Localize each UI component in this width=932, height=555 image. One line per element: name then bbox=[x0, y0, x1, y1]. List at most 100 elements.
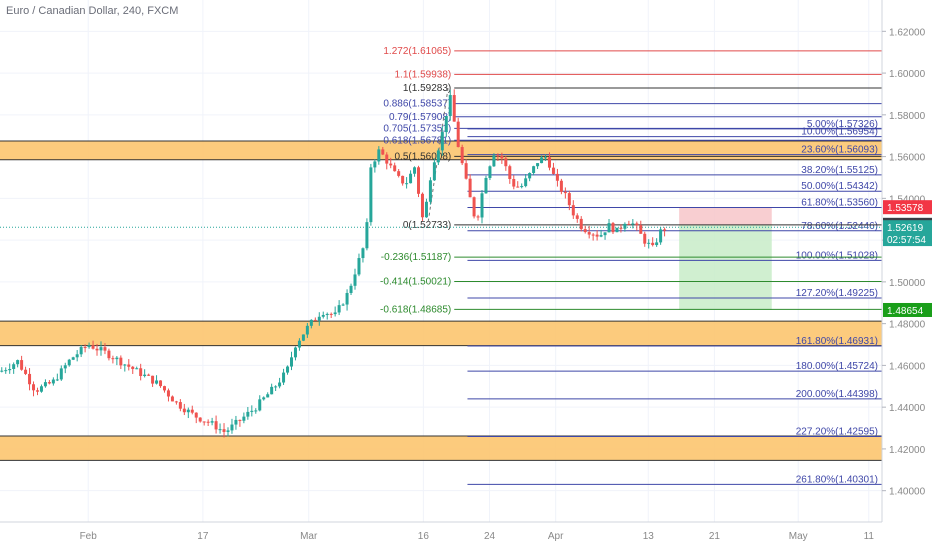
candle-body bbox=[528, 172, 532, 179]
candle-body bbox=[512, 178, 516, 187]
price-badge-label: 02:57:54 bbox=[887, 235, 926, 246]
y-tick-label: 1.46000 bbox=[889, 361, 926, 372]
x-tick-label: 21 bbox=[709, 531, 721, 542]
zone-rect bbox=[0, 435, 882, 461]
candle-body bbox=[0, 370, 4, 372]
y-tick-label: 1.48000 bbox=[889, 320, 926, 331]
candle-body bbox=[162, 386, 166, 391]
candle-body bbox=[655, 242, 659, 246]
candle-body bbox=[504, 158, 508, 167]
candle-body bbox=[476, 216, 480, 218]
candle-body bbox=[567, 193, 571, 206]
candle-body bbox=[43, 382, 47, 387]
fib2-level-label: 38.20%(1.55125) bbox=[801, 165, 878, 176]
fib2-level-label: 23.60%(1.56093) bbox=[801, 145, 878, 156]
candle-body bbox=[444, 116, 448, 133]
candle-body bbox=[603, 232, 607, 236]
candle-body bbox=[238, 419, 242, 421]
candle-body bbox=[555, 173, 559, 181]
candle-body bbox=[615, 227, 619, 233]
candle-body bbox=[631, 223, 635, 225]
candle-body bbox=[393, 165, 397, 172]
fib2-level-label: 5.00%(1.57326) bbox=[807, 119, 878, 130]
fib1-level-label: 1(1.59283) bbox=[403, 83, 451, 94]
candle-body bbox=[432, 162, 436, 181]
candle-body bbox=[262, 397, 266, 400]
candle-body bbox=[635, 223, 639, 226]
candle-body bbox=[663, 229, 667, 231]
price-badge bbox=[883, 232, 932, 247]
candle-body bbox=[103, 347, 107, 351]
candle-body bbox=[8, 369, 12, 371]
candle-body bbox=[436, 150, 440, 163]
candle-body bbox=[47, 382, 51, 384]
candle-body bbox=[293, 347, 297, 358]
candle-body bbox=[24, 369, 28, 374]
candle-body bbox=[329, 313, 333, 315]
candle-body bbox=[63, 365, 67, 369]
fib2-level-label: 161.80%(1.46931) bbox=[796, 336, 878, 347]
candle-body bbox=[55, 379, 59, 381]
price-axis-bg bbox=[882, 0, 932, 550]
y-tick-label: 1.62000 bbox=[889, 27, 926, 38]
price-badge-label: 1.53578 bbox=[887, 203, 924, 214]
candle-body bbox=[226, 430, 230, 432]
candle-body bbox=[496, 155, 500, 157]
candle-body bbox=[516, 186, 520, 188]
fib1-level-label: 0.705(1.57351) bbox=[383, 123, 451, 134]
fib1-level-label: 1.1(1.59938) bbox=[395, 69, 452, 80]
candle-body bbox=[151, 375, 155, 384]
candle-body bbox=[39, 386, 43, 392]
price-badge bbox=[883, 302, 932, 317]
fib1-level-label: 0(1.52733) bbox=[403, 220, 451, 231]
x-tick-label: 11 bbox=[864, 531, 875, 542]
candle-body bbox=[413, 167, 417, 174]
candle-body bbox=[420, 193, 424, 218]
candle-body bbox=[508, 166, 512, 179]
candle-body bbox=[575, 215, 579, 219]
price-badge bbox=[883, 200, 932, 215]
candle-body bbox=[460, 147, 464, 164]
candle-body bbox=[123, 364, 127, 366]
position-stop-zone bbox=[679, 207, 772, 225]
candle-body bbox=[643, 233, 647, 244]
candle-body bbox=[95, 348, 99, 351]
candle-body bbox=[321, 314, 325, 317]
price-badge-label: 1.48654 bbox=[887, 306, 924, 317]
candle-body bbox=[218, 429, 222, 431]
candle-body bbox=[448, 95, 452, 117]
candle-body bbox=[87, 345, 91, 348]
fib1-level-label: -0.618(1.48685) bbox=[380, 304, 451, 315]
candle-body bbox=[155, 380, 159, 384]
candle-body bbox=[266, 394, 270, 398]
candle-body bbox=[544, 157, 548, 159]
candle-body bbox=[611, 223, 615, 233]
candle-body bbox=[131, 366, 135, 370]
candle-body bbox=[520, 186, 524, 188]
candle-body bbox=[639, 225, 643, 234]
y-tick-label: 1.60000 bbox=[889, 69, 926, 80]
candle-body bbox=[234, 419, 238, 425]
candle-body bbox=[361, 248, 365, 259]
x-tick-label: Apr bbox=[548, 531, 564, 542]
candle-body bbox=[270, 386, 274, 395]
price-badge bbox=[883, 220, 932, 235]
fib2-level-label: 261.80%(1.40301) bbox=[796, 474, 878, 485]
fib1-level-label: 0.5(1.56008) bbox=[395, 151, 452, 162]
candle-body bbox=[214, 421, 218, 430]
candle-body bbox=[139, 368, 143, 377]
candle-body bbox=[325, 313, 329, 315]
candle-body bbox=[647, 242, 651, 244]
candle-body bbox=[468, 178, 472, 198]
candle-body bbox=[373, 161, 377, 168]
fib1-level-label: 0.79(1.57908) bbox=[389, 112, 451, 123]
candle-body bbox=[345, 292, 349, 305]
candle-body bbox=[317, 316, 321, 321]
candle-body bbox=[111, 358, 115, 360]
candle-body bbox=[540, 157, 544, 164]
candle-body bbox=[246, 411, 250, 417]
candle-body bbox=[349, 285, 353, 293]
candle-body bbox=[492, 155, 496, 167]
